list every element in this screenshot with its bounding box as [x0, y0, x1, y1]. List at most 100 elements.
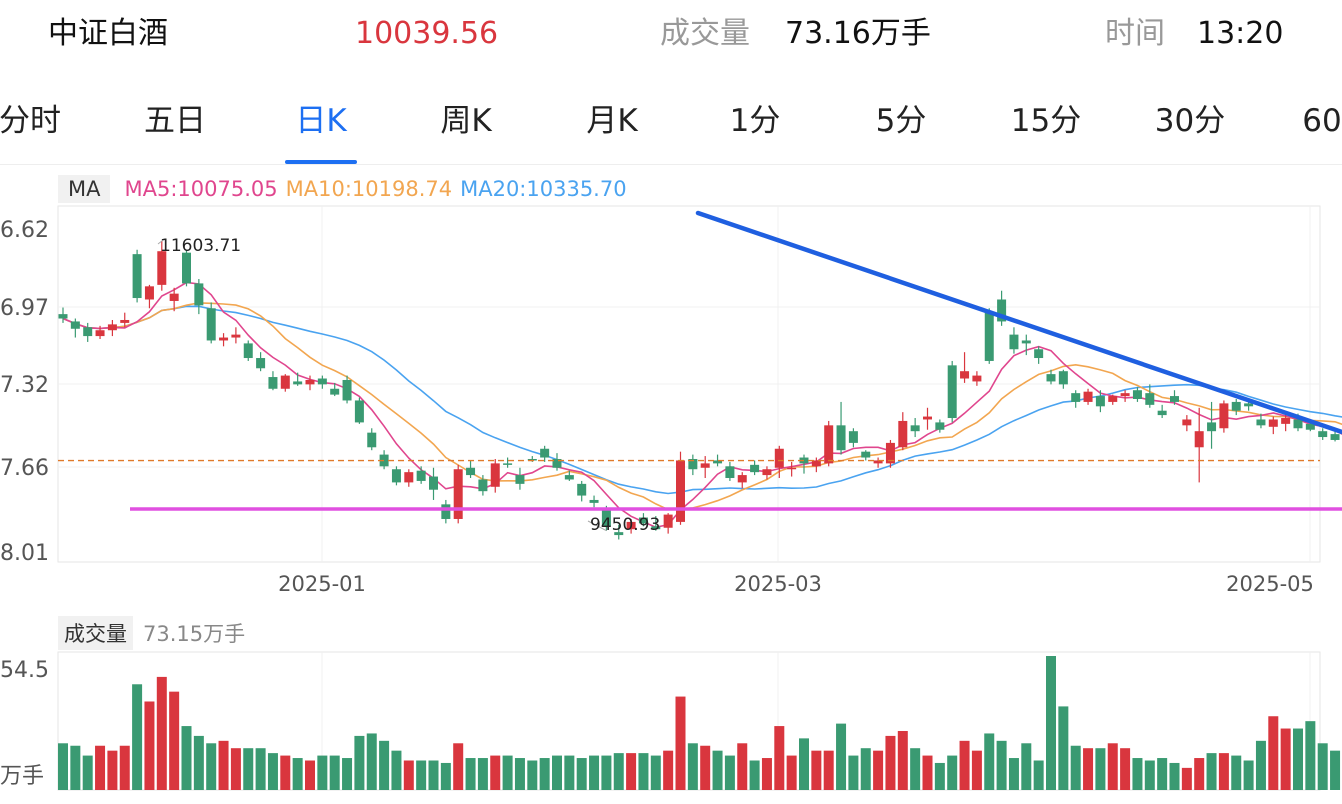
candle-body [601, 508, 611, 527]
volume-bar [1280, 728, 1291, 790]
volume-bar [749, 760, 760, 790]
candle-body [885, 442, 895, 464]
candle [725, 461, 735, 481]
candle-body [132, 254, 142, 299]
candle [157, 240, 167, 291]
candle-body [441, 504, 451, 519]
volume-legend-label[interactable]: 成交量 [58, 616, 133, 650]
x-tick-label: 2025-05 [1226, 572, 1314, 596]
candle-body [231, 334, 241, 338]
candle-body [95, 330, 105, 337]
candle [194, 279, 204, 315]
candle-body [206, 308, 216, 341]
volume-bar [329, 755, 340, 790]
candle [453, 464, 463, 524]
volume-bar [1231, 755, 1242, 790]
volume-bar [1181, 767, 1192, 790]
candle-body [663, 514, 673, 528]
candle [182, 249, 191, 287]
candle [478, 475, 488, 496]
volume-bar [502, 755, 513, 790]
candle-body [1083, 391, 1093, 402]
candle [1281, 415, 1291, 432]
volume-bar [440, 762, 451, 790]
volume-bar [663, 750, 674, 790]
candle-body [404, 472, 414, 483]
volume-bar [823, 750, 834, 790]
candle [1120, 390, 1130, 402]
volume-bar [626, 753, 637, 790]
candle [1194, 407, 1204, 483]
volume-bar [1194, 758, 1205, 790]
tab-5min[interactable]: 5分 [875, 103, 927, 139]
candle-body [848, 431, 858, 443]
volume-bar [860, 748, 871, 790]
candle-body [577, 483, 587, 496]
volume-bar [292, 758, 303, 790]
tab-monthly-k[interactable]: 月K [586, 103, 638, 139]
candle [910, 418, 920, 438]
candle [750, 460, 760, 476]
tab-weekly-k[interactable]: 周K [440, 103, 492, 139]
tab-1min[interactable]: 1分 [729, 103, 781, 139]
volume-bar [379, 740, 390, 790]
downtrend-line [695, 210, 1342, 435]
ma-label[interactable]: MA [58, 175, 111, 203]
candle-body [1318, 431, 1328, 438]
candle-body [1170, 396, 1179, 402]
candle-body [1095, 396, 1105, 407]
candle-body [700, 463, 710, 468]
tab-60min[interactable]: 60 [1302, 103, 1342, 139]
tab-intraday[interactable]: 分时 [0, 103, 61, 139]
tab-five-day[interactable]: 五日 [144, 103, 206, 139]
volume-bar [737, 743, 748, 790]
candle [836, 401, 846, 455]
candle-body [293, 381, 303, 385]
volume-bar [1144, 760, 1155, 790]
candle-body [910, 425, 920, 432]
tab-15min[interactable]: 15分 [1010, 103, 1082, 139]
candle [317, 375, 327, 389]
candle [144, 284, 154, 309]
candle [885, 439, 895, 468]
volume-bar [1243, 760, 1254, 790]
candle-body [169, 293, 179, 301]
low-annotation: 9450.93 [590, 515, 660, 535]
candle [923, 407, 932, 430]
candle [713, 454, 723, 467]
candle [824, 420, 834, 467]
candle-body [688, 458, 698, 470]
volume-bar [700, 745, 711, 790]
candle-body [935, 422, 945, 430]
candle-body [144, 286, 154, 300]
candle-body [737, 475, 747, 483]
candle-body [1034, 349, 1044, 359]
ma5-value: MA5:10075.05 [124, 177, 278, 201]
volume-bar [1132, 758, 1143, 790]
volume-bar [552, 755, 562, 790]
volume-bar [601, 755, 612, 790]
tab-30min[interactable]: 30分 [1154, 103, 1226, 139]
volume-bar [687, 743, 698, 790]
candle [1268, 416, 1278, 435]
volume-bar [206, 743, 217, 790]
volume-bar [811, 750, 822, 790]
x-tick-label: 2025-01 [278, 572, 366, 596]
candle-body [182, 252, 191, 284]
candle [676, 451, 685, 525]
candle-body [1281, 418, 1291, 424]
volume-bar [1293, 728, 1303, 790]
candle-body [515, 475, 525, 484]
candle [107, 319, 117, 337]
volume-bar [527, 760, 538, 790]
volume-value: 73.16万手 [785, 16, 931, 51]
volume-bar [354, 735, 365, 790]
candle [1157, 404, 1167, 419]
candle-body [552, 458, 562, 468]
tab-daily-k[interactable]: 日K [295, 103, 347, 139]
candle-body [676, 460, 685, 522]
candle [614, 524, 624, 540]
volume-bar [156, 676, 167, 790]
y-tick-label: 7.66 [0, 456, 49, 481]
